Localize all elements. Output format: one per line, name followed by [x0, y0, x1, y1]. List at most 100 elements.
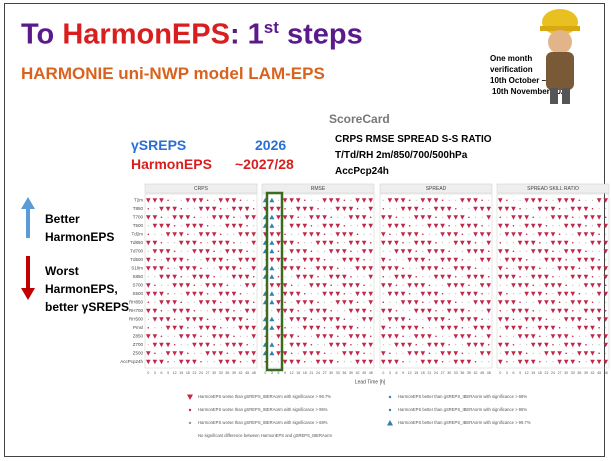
symbol	[370, 259, 372, 261]
symbol	[211, 308, 217, 314]
symbol	[363, 352, 365, 355]
symbol	[524, 215, 529, 220]
symbol	[225, 342, 230, 348]
symbol	[369, 241, 372, 244]
symbol	[315, 232, 321, 237]
panel-header	[379, 183, 493, 194]
symbol	[504, 342, 510, 348]
symbol	[173, 250, 176, 253]
symbol	[474, 267, 477, 270]
symbol	[420, 283, 426, 288]
symbol	[304, 216, 306, 218]
symbol	[348, 232, 354, 237]
symbol	[289, 342, 294, 348]
symbol	[356, 301, 359, 304]
symbol	[251, 359, 257, 365]
symbol	[486, 300, 492, 305]
symbol	[487, 250, 490, 253]
symbol	[504, 317, 510, 322]
symbol	[207, 361, 209, 363]
symbol	[355, 257, 360, 263]
symbol	[415, 275, 418, 278]
symbol	[420, 257, 426, 263]
symbol	[557, 359, 562, 365]
symbol	[284, 250, 286, 252]
lead-time: 45	[480, 371, 484, 375]
symbol	[187, 208, 189, 210]
lead-time: 12	[525, 371, 529, 375]
up-arrow	[21, 197, 35, 238]
symbol	[422, 250, 424, 252]
symbol	[440, 317, 445, 322]
symbol	[317, 318, 319, 320]
symbol	[400, 274, 406, 280]
symbol	[596, 291, 602, 297]
symbol	[159, 206, 164, 212]
symbol	[539, 335, 541, 338]
symbol	[475, 259, 477, 261]
symbol	[596, 283, 602, 288]
lead-time: 15	[296, 371, 300, 375]
symbol	[565, 276, 567, 278]
symbol	[205, 300, 210, 305]
symbol	[324, 276, 326, 278]
symbol	[342, 274, 347, 280]
row-label: S500	[132, 291, 143, 296]
symbol	[304, 335, 306, 337]
symbol	[291, 301, 293, 303]
symbol	[269, 342, 275, 347]
scorecard-label: ScoreCard	[329, 112, 390, 126]
symbol	[342, 300, 347, 305]
symbol	[570, 206, 576, 212]
lead-time: 39	[349, 371, 353, 375]
symbol	[291, 208, 293, 210]
symbol	[231, 300, 237, 305]
symbol	[380, 334, 386, 339]
symbol	[315, 334, 321, 339]
symbol	[251, 266, 257, 271]
symbol	[276, 215, 281, 220]
symbol	[530, 249, 536, 254]
lead-time: 48	[487, 371, 491, 375]
symbol	[517, 232, 523, 237]
symbol	[583, 283, 589, 288]
symbol	[271, 335, 273, 337]
symbol	[481, 267, 483, 269]
symbol	[517, 308, 523, 314]
symbol	[408, 318, 411, 321]
symbol	[238, 317, 243, 322]
symbol	[269, 350, 275, 356]
symbol	[361, 342, 367, 348]
symbol	[583, 257, 589, 263]
symbol	[474, 360, 477, 363]
slide: To HarmonEPS: 1st steps HARMONIE uni-NWP…	[4, 3, 605, 457]
symbol	[479, 342, 485, 348]
symbol	[302, 206, 308, 212]
symbol	[213, 225, 215, 227]
symbol	[577, 342, 582, 348]
symbol	[218, 283, 224, 288]
symbol	[226, 208, 228, 210]
symbol	[304, 199, 306, 202]
symbol	[323, 326, 326, 329]
symbol	[361, 266, 367, 271]
symbol	[565, 233, 567, 235]
panel-frame	[496, 193, 610, 369]
symbol	[145, 359, 151, 365]
symbol	[504, 300, 510, 305]
symbol	[200, 360, 202, 363]
symbol	[152, 359, 158, 365]
symbol	[193, 259, 195, 261]
symbol	[590, 266, 595, 271]
symbol	[198, 249, 204, 254]
symbol	[380, 308, 386, 314]
symbol	[488, 293, 490, 295]
symbol	[244, 283, 250, 288]
symbol	[218, 359, 224, 365]
symbol	[269, 223, 275, 228]
symbol	[578, 242, 580, 244]
symbol	[524, 223, 529, 229]
symbol	[552, 361, 554, 363]
symbol	[532, 309, 535, 312]
symbol	[420, 308, 426, 314]
